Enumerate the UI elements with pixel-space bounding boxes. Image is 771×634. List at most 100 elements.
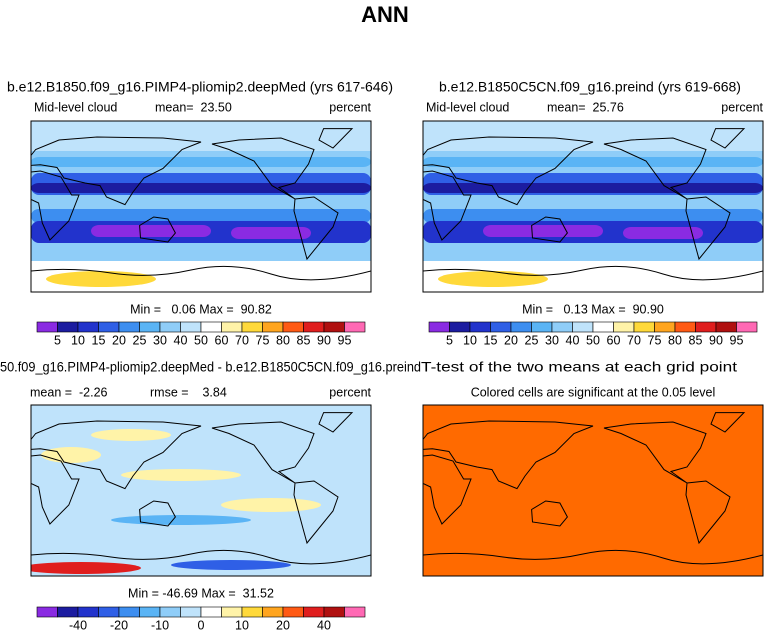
colorbar-box — [262, 321, 284, 333]
min-max: Min = -46.69 Max = 31.52 — [128, 586, 274, 600]
cloud-band — [91, 225, 211, 237]
colorbar-box — [592, 321, 614, 333]
min-max: Min = 0.06 Max = 90.82 — [130, 302, 272, 316]
colorbar-box — [159, 321, 181, 333]
colorbar-box — [98, 606, 120, 618]
cloud-band — [423, 183, 763, 193]
cloud-band — [423, 209, 763, 223]
map — [31, 405, 371, 576]
map-frame — [422, 404, 764, 577]
colorbar-box — [77, 606, 99, 618]
colorbar-box — [572, 321, 594, 333]
colorbar-box — [118, 606, 140, 618]
colorbar-box — [118, 321, 140, 333]
colorbar-box — [36, 606, 58, 618]
colorbar-box — [241, 606, 263, 618]
colorbar-label: -10 — [151, 618, 169, 632]
diff-blob — [221, 498, 321, 512]
colorbar-label: 15 — [484, 333, 498, 347]
map — [31, 121, 371, 292]
panel-title: b.e12.B1850.f09_g16.PIMP4-pliomip2.deepM… — [7, 79, 393, 95]
map-frame — [30, 404, 372, 577]
colorbar-box — [633, 321, 655, 333]
colorbar-box — [180, 606, 202, 618]
figure-title: ANN — [361, 2, 409, 27]
diff-blob — [31, 562, 141, 574]
colorbar-box — [282, 321, 304, 333]
colorbar-box — [98, 321, 120, 333]
colorbar-label: 5 — [54, 333, 61, 347]
map-frame — [30, 120, 372, 293]
colorbar-box — [344, 606, 366, 618]
colorbar-box — [262, 606, 284, 618]
colorbar-box — [180, 321, 202, 333]
colorbar-box — [674, 321, 696, 333]
diff-blob — [41, 447, 101, 463]
cloud-band — [31, 183, 371, 193]
colorbar-label: 95 — [338, 333, 352, 347]
cloud-blob — [46, 271, 156, 287]
center-string: mean= 23.50 — [155, 100, 232, 114]
colorbar-label: 5 — [446, 333, 453, 347]
center-string: rmse = 3.84 — [150, 385, 227, 399]
colorbar-box — [449, 321, 471, 333]
colorbar-box — [613, 321, 635, 333]
right-string: percent — [721, 100, 763, 114]
colorbar-box — [241, 321, 263, 333]
colorbar-label: 30 — [545, 333, 559, 347]
colorbar-box — [695, 321, 717, 333]
colorbar-label: 90 — [709, 333, 723, 347]
colorbar-box — [531, 321, 553, 333]
cloud-band — [31, 157, 371, 167]
colorbar-label: 40 — [317, 618, 331, 632]
panel-title: b.e12.B1850C5CN.f09_g16.preind (yrs 619-… — [439, 79, 741, 95]
colorbar-label: 20 — [276, 618, 290, 632]
colorbar-label: 85 — [689, 333, 703, 347]
colorbar-label: -40 — [69, 618, 87, 632]
colorbar-box — [323, 606, 345, 618]
colorbar-box — [200, 606, 222, 618]
colorbar-box — [469, 321, 491, 333]
colorbar-box — [200, 321, 222, 333]
panel-title: 50.f09_g16.PIMP4-pliomip2.deepMed - b.e1… — [0, 359, 421, 375]
colorbar-box — [715, 321, 737, 333]
cloud-band — [483, 225, 603, 237]
colorbar-box — [344, 321, 366, 333]
colorbar-label: -20 — [110, 618, 128, 632]
colorbar-box — [323, 321, 345, 333]
diff-blob — [171, 560, 291, 570]
diff-blob — [111, 515, 251, 525]
colorbar-label: 25 — [133, 333, 147, 347]
left-string: mean = -2.26 — [30, 385, 108, 399]
right-string: percent — [329, 100, 371, 114]
colorbar-label: 85 — [297, 333, 311, 347]
colorbar-box — [282, 606, 304, 618]
colorbar-box — [57, 606, 79, 618]
map-background — [31, 405, 371, 576]
colorbar-label: 10 — [463, 333, 477, 347]
cloud-blob — [438, 271, 548, 287]
colorbar-label: 10 — [71, 333, 85, 347]
min-max: Min = 0.13 Max = 90.90 — [522, 302, 664, 316]
cloud-band — [31, 209, 371, 223]
colorbar-label: 75 — [648, 333, 662, 347]
colorbar-label: 80 — [276, 333, 290, 347]
colorbar-box — [428, 321, 450, 333]
colorbar-label: 50 — [194, 333, 208, 347]
colorbar-box — [303, 321, 325, 333]
cloud-band — [231, 227, 311, 239]
cloud-band — [423, 121, 763, 151]
colorbar-label: 15 — [92, 333, 106, 347]
colorbar-label: 90 — [317, 333, 331, 347]
colorbar-label: 0 — [198, 618, 205, 632]
colorbar-label: 70 — [235, 333, 249, 347]
colorbar-box — [303, 606, 325, 618]
colorbar-label: 40 — [566, 333, 580, 347]
left-string: Mid-level cloud — [34, 100, 117, 114]
colorbar-box — [139, 606, 161, 618]
colorbar-box — [36, 321, 58, 333]
left-string: Mid-level cloud — [426, 100, 509, 114]
center-string: Colored cells are significant at the 0.0… — [471, 385, 716, 399]
colorbar-label: 20 — [112, 333, 126, 347]
colorbar-box — [77, 321, 99, 333]
